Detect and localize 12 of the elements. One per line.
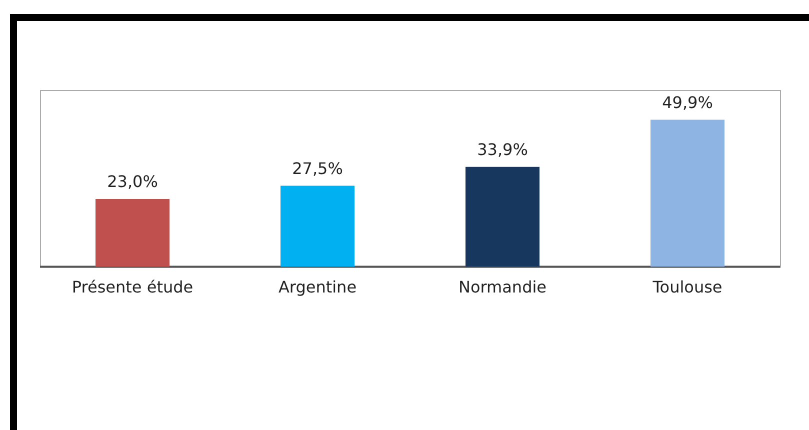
x-tick-label: Argentine — [278, 278, 357, 297]
x-tick-label: Normandie — [458, 278, 547, 297]
bar — [280, 186, 354, 267]
bar — [96, 199, 170, 267]
bar — [650, 120, 724, 267]
data-label: 23,0% — [107, 172, 158, 192]
x-tick-label: Toulouse — [652, 278, 722, 297]
data-label: 33,9% — [477, 140, 528, 160]
data-label: 27,5% — [292, 158, 343, 178]
bar — [466, 166, 540, 267]
x-tick-label: Présente étude — [72, 278, 194, 297]
data-label: 49,9% — [662, 92, 713, 112]
